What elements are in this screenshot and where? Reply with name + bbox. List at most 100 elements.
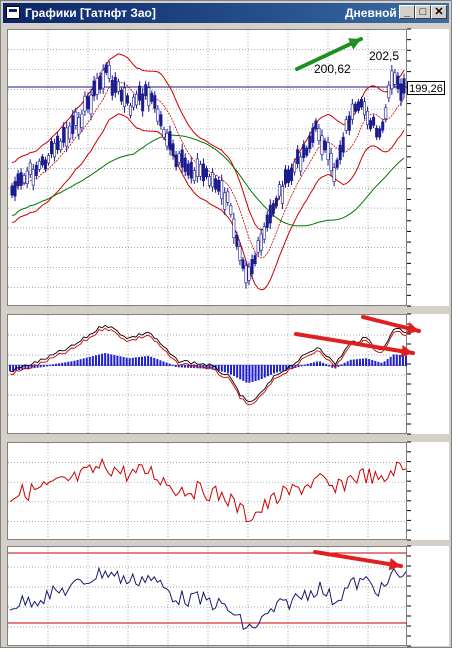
macd-bar	[248, 365, 251, 383]
macd-bar	[51, 364, 54, 366]
candle-body	[68, 125, 72, 140]
macd-bar	[377, 361, 380, 366]
macd-bar	[122, 357, 125, 366]
candle-body	[37, 160, 41, 170]
candle-body	[350, 103, 354, 120]
oscillator-axis-ticks	[407, 441, 411, 541]
candle-body	[229, 205, 233, 215]
candle-body	[74, 111, 78, 126]
macd-bar	[85, 357, 88, 366]
candle-body	[71, 115, 75, 134]
price-axis[interactable]	[407, 28, 449, 307]
candle-body	[277, 184, 281, 197]
candle-body	[165, 133, 169, 147]
oscillator-chart	[8, 443, 408, 541]
macd-bar	[141, 356, 143, 366]
macd-pane[interactable]	[7, 314, 408, 435]
candle-body	[375, 127, 379, 138]
oscillator-axis[interactable]	[407, 441, 449, 541]
macd-bar	[331, 365, 334, 368]
candle-body	[232, 218, 236, 239]
candle-body	[396, 75, 400, 90]
minimize-icon[interactable]: _	[399, 5, 415, 19]
candle-body	[110, 79, 114, 96]
macd-bar	[230, 365, 233, 375]
candle-body	[393, 72, 397, 85]
macd-bar	[355, 359, 358, 366]
candle-body	[369, 120, 373, 130]
candle-body	[311, 127, 315, 143]
peak-prev-label: 200,62	[314, 62, 351, 76]
candle-body	[104, 64, 108, 73]
window-icon[interactable]	[6, 6, 20, 19]
macd-bar	[337, 365, 340, 367]
macd-bar	[343, 362, 346, 366]
title-bar[interactable]: Графики [Татнфт Зао] Дневной _ □ ✕	[3, 3, 449, 23]
candle-body	[362, 101, 366, 116]
macd-bar	[159, 360, 162, 366]
macd-bar	[183, 365, 186, 368]
price-pane[interactable]	[7, 29, 408, 307]
macd-bar	[392, 354, 395, 366]
macd-bar	[61, 362, 64, 366]
period-label[interactable]: Дневной	[345, 6, 397, 20]
candle-body	[77, 117, 81, 135]
candle-body	[280, 186, 284, 204]
candle-body	[46, 155, 50, 164]
macd-bar	[401, 355, 404, 366]
macd-axis[interactable]	[407, 313, 449, 435]
macd-bar	[134, 357, 137, 366]
maximize-icon[interactable]: □	[415, 5, 431, 19]
peak-new-label: 202,5	[369, 49, 400, 63]
candle-body	[59, 140, 63, 151]
candle-body	[287, 169, 291, 183]
macd-bar	[199, 365, 202, 369]
macd-bar	[362, 358, 365, 366]
candle-body	[378, 128, 382, 138]
macd-bar	[94, 355, 97, 366]
candle-body	[390, 70, 394, 90]
macd-bar	[177, 365, 180, 368]
macd-bar	[383, 361, 386, 366]
macd-bar	[110, 354, 113, 366]
candle-body	[347, 115, 351, 131]
candle-body	[262, 226, 266, 240]
candle-body	[317, 128, 321, 142]
candle-body	[226, 191, 230, 203]
momentum-axis[interactable]	[407, 545, 449, 647]
candle-body	[344, 119, 348, 131]
candle-body	[132, 96, 136, 108]
candle-body	[56, 135, 60, 150]
candle-body	[22, 175, 26, 184]
macd-bar	[223, 365, 226, 373]
candle-body	[86, 96, 90, 110]
candle-body	[156, 108, 160, 122]
candle-body	[320, 135, 324, 155]
oscillator-pane[interactable]	[7, 442, 408, 541]
macd-bar	[263, 365, 266, 378]
candle-body	[283, 169, 287, 184]
macd-bar	[405, 355, 407, 366]
candle-body	[274, 197, 278, 207]
candle-body	[366, 110, 370, 126]
macd-bar	[180, 365, 183, 368]
candle-body	[381, 121, 385, 131]
macd-bar	[137, 356, 140, 366]
macd-bar	[368, 359, 371, 366]
candle-body	[171, 143, 175, 157]
macd-bar	[257, 365, 260, 381]
close-icon[interactable]: ✕	[431, 5, 447, 19]
momentum-axis-ticks	[407, 545, 411, 647]
candle-body	[62, 126, 66, 143]
macd-bar	[76, 359, 79, 366]
macd-bar	[18, 365, 21, 371]
macd-bar	[144, 356, 147, 366]
momentum-pane[interactable]	[7, 546, 408, 647]
macd-bar	[309, 363, 312, 366]
candle-body	[204, 168, 208, 178]
candle-body	[341, 136, 345, 153]
macd-bar	[352, 359, 355, 366]
macd-bar	[239, 365, 242, 380]
candle-body	[16, 173, 20, 187]
macd-bar	[67, 361, 70, 366]
